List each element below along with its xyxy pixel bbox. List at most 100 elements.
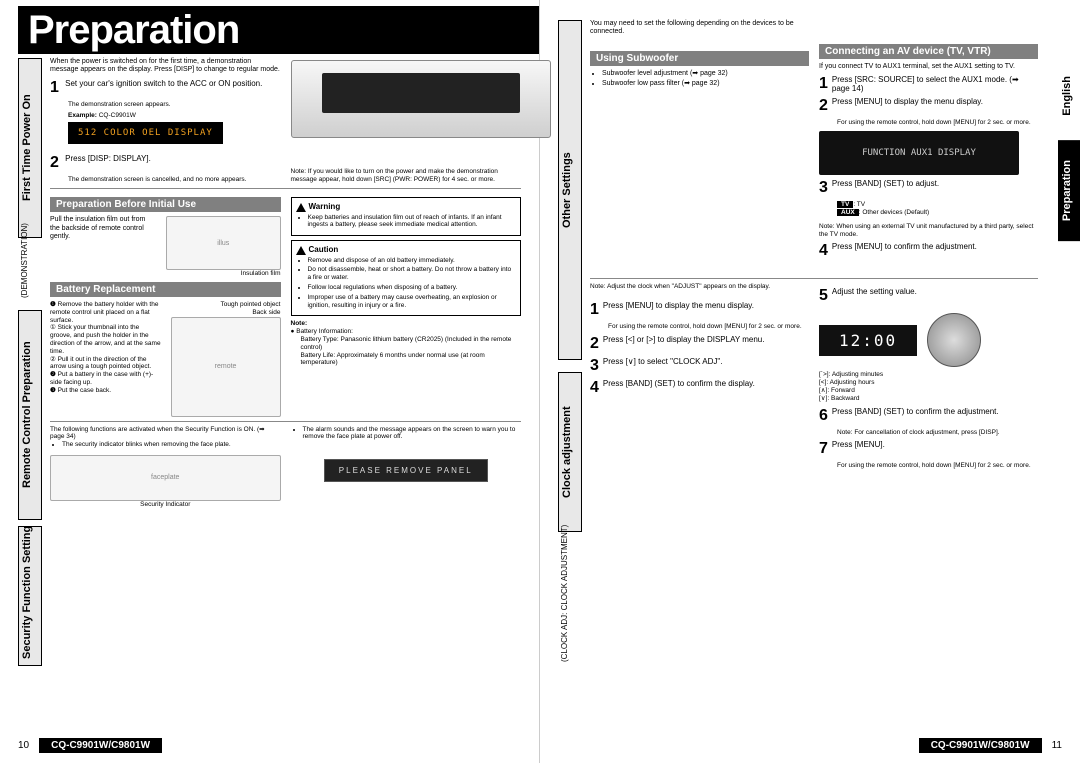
insulation-label: Insulation film — [166, 270, 280, 278]
model-bar-right: CQ-C9901W/C9801W — [919, 738, 1042, 753]
aux-badge: AUX — [837, 209, 859, 216]
av2: Press [MENU] to display the menu display… — [832, 97, 1031, 106]
tab-clock-adj: Clock adjustment — [558, 372, 582, 532]
step2-text: Press [DISP: DISPLAY]. — [65, 154, 151, 163]
battery-illustration: remote — [171, 317, 281, 417]
tv-badge: TV — [837, 201, 853, 208]
batt1a: ① Stick your thumbnail into the groove, … — [50, 324, 161, 355]
warning-icon — [296, 203, 306, 212]
av-note: Note: When using an external TV unit man… — [819, 223, 1038, 239]
model-bar-left: CQ-C9901W/C9801W — [39, 738, 162, 753]
av7-note: For using the remote control, hold down … — [819, 462, 1038, 470]
batt2: Put a battery in the case with (+)-side … — [50, 371, 153, 386]
av-intro: If you connect TV to AUX1 terminal, set … — [819, 63, 1038, 71]
step-number-icon: 1 — [819, 75, 828, 93]
dial-icon — [927, 313, 981, 367]
aux-txt: : Other devices (Default) — [859, 209, 929, 216]
tab-security: Security Function Setting — [18, 526, 42, 666]
sec-intro: The following functions are activated wh… — [50, 426, 281, 442]
page-number-right: 11 — [1052, 740, 1062, 751]
footer-left: 10 CQ-C9901W/C9801W — [18, 737, 162, 753]
remove-panel-chip: PLEASE REMOVE PANEL — [324, 459, 488, 482]
example-label: Example: — [68, 112, 97, 119]
caution-b4: Improper use of a battery may cause over… — [308, 294, 517, 310]
batt-info-label: Battery Information: — [296, 328, 353, 335]
footer-right: 11 CQ-C9901W/C9801W — [919, 737, 1062, 753]
av5: Adjust the setting value. — [832, 287, 1031, 296]
head-unit-illustration — [291, 60, 551, 138]
batt3: Put the case back. — [58, 387, 111, 394]
aux-display-illustration: FUNCTION AUX1 DISPLAY — [819, 131, 1019, 175]
clk1: Press [MENU] to display the menu display… — [603, 301, 802, 310]
warning-box: Warning Keep batteries and insulation fi… — [291, 197, 522, 236]
subwoofer-b1: Subwoofer level adjustment (➡ page 32) — [602, 70, 809, 78]
sec-b2: The alarm sounds and the message appears… — [303, 426, 522, 442]
note-label: Note: — [291, 320, 308, 327]
step2-note: The demonstration screen is cancelled, a… — [50, 176, 281, 184]
caution-b1: Remove and dispose of an old battery imm… — [308, 257, 517, 265]
clock-display-illustration: 12:00 — [819, 325, 917, 356]
tv-txt: : TV — [853, 201, 865, 208]
bullet-3-icon: ❸ — [50, 387, 56, 394]
tab-first-power: First Time Power On — [18, 58, 42, 238]
clk1-note: For using the remote control, hold down … — [590, 323, 809, 331]
sec-b1: The security indicator blinks when remov… — [62, 441, 281, 449]
insulation-film-illustration: illus — [166, 216, 280, 270]
av2-note: For using the remote control, hold down … — [819, 119, 1038, 127]
batt-life: Battery Life: Approximately 6 months und… — [291, 352, 522, 368]
batt1: Remove the battery holder with the remot… — [50, 301, 158, 324]
back-label: Back side — [171, 309, 281, 317]
av4: Press [MENU] to confirm the adjustment. — [832, 242, 1031, 251]
step-number-icon: 1 — [590, 301, 599, 319]
step1-text: Set your car's ignition switch to the AC… — [65, 79, 276, 88]
faceplate-illustration: faceplate — [50, 455, 281, 501]
arrow-down-text: [∨]: Backward — [819, 395, 1038, 403]
av6-note: Note: For cancellation of clock adjustme… — [819, 429, 1038, 437]
arrow-left-text: [<]: Adjusting hours — [819, 379, 1038, 387]
oled-display-chip: 512 COLOR OEL DISPLAY — [68, 122, 223, 144]
intro-text: When the power is switched on for the fi… — [50, 58, 281, 75]
clock-note-top: Note: Adjust the clock when "ADJUST" app… — [590, 283, 809, 291]
page-number-left: 10 — [18, 740, 29, 751]
page-left: Preparation First Time Power On (DEMONST… — [0, 0, 540, 763]
page-right: Other Settings Clock adjustment (CLOCK A… — [540, 0, 1080, 763]
warning-head: Warning — [309, 202, 341, 211]
step-number-icon: 7 — [819, 440, 828, 458]
batt1b: ② Pull it out in the direction of the ar… — [50, 356, 161, 372]
edge-tabs: English Preparation — [1058, 56, 1080, 241]
edge-tab-preparation: Preparation — [1058, 140, 1080, 241]
step-number-icon: 3 — [819, 179, 828, 197]
step-number-icon: 6 — [819, 407, 828, 425]
step-number-icon: 4 — [819, 242, 828, 260]
av3: Press [BAND] (SET) to adjust. — [832, 179, 1031, 188]
clk2: Press [<] or [>] to display the DISPLAY … — [603, 335, 802, 344]
right-side-tabs: Other Settings Clock adjustment (CLOCK A… — [558, 20, 582, 720]
page-title: Preparation — [18, 6, 539, 54]
subwoofer-b2: Subwoofer low pass filter (➡ page 32) — [602, 80, 809, 88]
edge-tab-english: English — [1058, 56, 1080, 136]
step-number-icon: 2 — [819, 97, 828, 115]
caution-b3: Follow local regulations when disposing … — [308, 284, 517, 292]
tough-label: Tough pointed object — [171, 301, 281, 309]
step-number-icon: 2 — [50, 154, 59, 172]
caution-b2: Do not disassemble, heat or short a batt… — [308, 266, 517, 282]
warning-text: Keep batteries and insulation film out o… — [308, 214, 517, 230]
prep-text: Pull the insulation film out from the ba… — [50, 216, 156, 241]
bullet-1-icon: ❶ — [50, 301, 56, 308]
tab-other-settings: Other Settings — [558, 20, 582, 360]
step-number-icon: 1 — [50, 79, 59, 97]
arrow-up-text: [∧]: Forward — [819, 387, 1038, 395]
right-intro: You may need to set the following depend… — [590, 20, 809, 37]
tab-clock-adj-sub: (CLOCK ADJ: CLOCK ADJUSTMENT) — [558, 538, 582, 668]
clk4: Press [BAND] (SET) to confirm the displa… — [603, 379, 802, 388]
tab-first-power-sub: (DEMONSTRATION) — [18, 244, 42, 304]
av6: Press [BAND] (SET) to confirm the adjust… — [832, 407, 1031, 416]
caution-box: Caution Remove and dispose of an old bat… — [291, 240, 522, 316]
step1-note: The demonstration screen appears. — [50, 101, 281, 109]
bullet-2-icon: ❷ — [50, 371, 56, 378]
av1: Press [SRC: SOURCE] to select the AUX1 m… — [832, 75, 1031, 93]
step-number-icon: 4 — [590, 379, 599, 397]
av7: Press [MENU]. — [832, 440, 1031, 449]
caution-icon — [296, 246, 306, 255]
example-model: CQ-C9901W — [99, 112, 136, 119]
